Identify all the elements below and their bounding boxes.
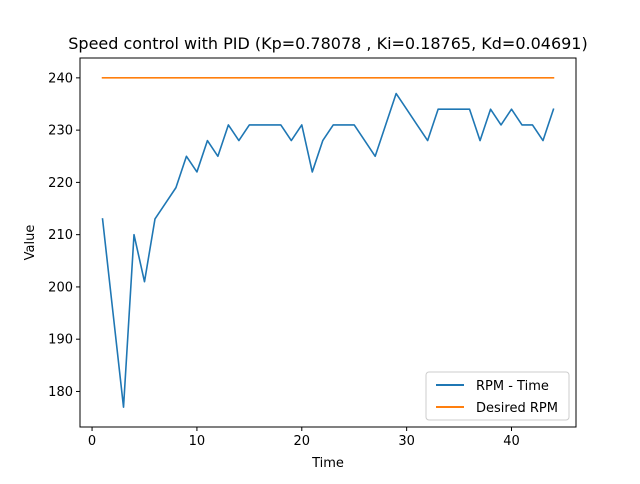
- plot-frame: [79, 57, 577, 428]
- y-tick-label: 190: [48, 333, 73, 348]
- x-axis-ticks: 0 10 20 30 40: [88, 427, 520, 449]
- x-tick-label: 10: [189, 434, 206, 449]
- x-tick-label: 0: [88, 434, 96, 449]
- chart-title: Speed control with PID (Kp=0.78078 , Ki=…: [68, 34, 587, 53]
- y-tick-label: 180: [48, 385, 73, 400]
- y-tick-label: 230: [48, 124, 73, 139]
- y-axis-ticks: 180 190 200 210 220 230 240: [48, 71, 80, 400]
- y-tick-label: 240: [48, 71, 73, 86]
- y-tick-label: 220: [48, 176, 73, 191]
- x-tick-label: 20: [294, 434, 311, 449]
- x-axis-label: Time: [311, 456, 344, 471]
- plot-area: [80, 58, 576, 427]
- legend: RPM - Time Desired RPM: [425, 371, 570, 421]
- legend-label-rpm-time: RPM - Time: [476, 379, 549, 394]
- series-line-rpm-time: [101, 92, 555, 408]
- legend-label-desired-rpm: Desired RPM: [476, 401, 558, 416]
- y-tick-label: 210: [48, 228, 73, 243]
- y-tick-label: 200: [48, 280, 73, 295]
- x-tick-label: 40: [503, 434, 520, 449]
- series-layer: [101, 77, 555, 408]
- x-tick-label: 30: [398, 434, 415, 449]
- y-axis-label: Value: [23, 225, 38, 261]
